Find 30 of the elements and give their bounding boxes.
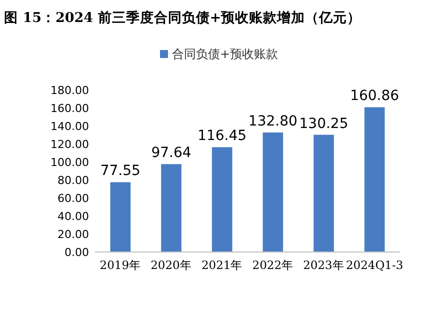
- x-tick-label: 2023年: [303, 258, 344, 272]
- y-tick-label: 140.00: [50, 120, 89, 133]
- y-tick-label: 180.00: [50, 84, 89, 97]
- text: 132.80: [248, 113, 298, 130]
- chart-title: 图 15：2024 前三季度合同负债+预收账款增加（亿元）: [4, 9, 362, 26]
- y-tick-label: 100.00: [50, 156, 89, 169]
- y-tick-label: 60.00: [58, 192, 89, 205]
- y-tick-label: 160.00: [50, 102, 89, 115]
- y-tick-label: 120.00: [50, 138, 89, 151]
- x-tick-label: 2020年: [150, 258, 192, 272]
- legend-label: 合同负债+预收账款: [172, 47, 278, 61]
- x-tick-label: 2019年: [100, 258, 142, 272]
- y-tick-label: 40.00: [58, 210, 89, 223]
- bar: [212, 147, 232, 252]
- text: 97.64: [151, 145, 192, 162]
- x-tick-label: 2022年: [252, 258, 294, 272]
- bar: [262, 132, 284, 252]
- bar: [364, 107, 385, 252]
- y-tick-label: 20.00: [58, 228, 89, 241]
- text: 130.25: [299, 116, 348, 132]
- text: 77.55: [100, 163, 140, 180]
- x-tick-label: 2021年: [201, 258, 243, 272]
- bar: [314, 134, 334, 252]
- x-tick-label: 2024Q1-3: [346, 258, 404, 272]
- bar: [161, 164, 182, 252]
- y-tick-label: 80.00: [58, 174, 89, 187]
- y-tick-label: 0.00: [64, 246, 89, 259]
- bar: [110, 182, 131, 252]
- text: 160.86: [350, 88, 400, 104]
- text: 116.45: [198, 128, 247, 144]
